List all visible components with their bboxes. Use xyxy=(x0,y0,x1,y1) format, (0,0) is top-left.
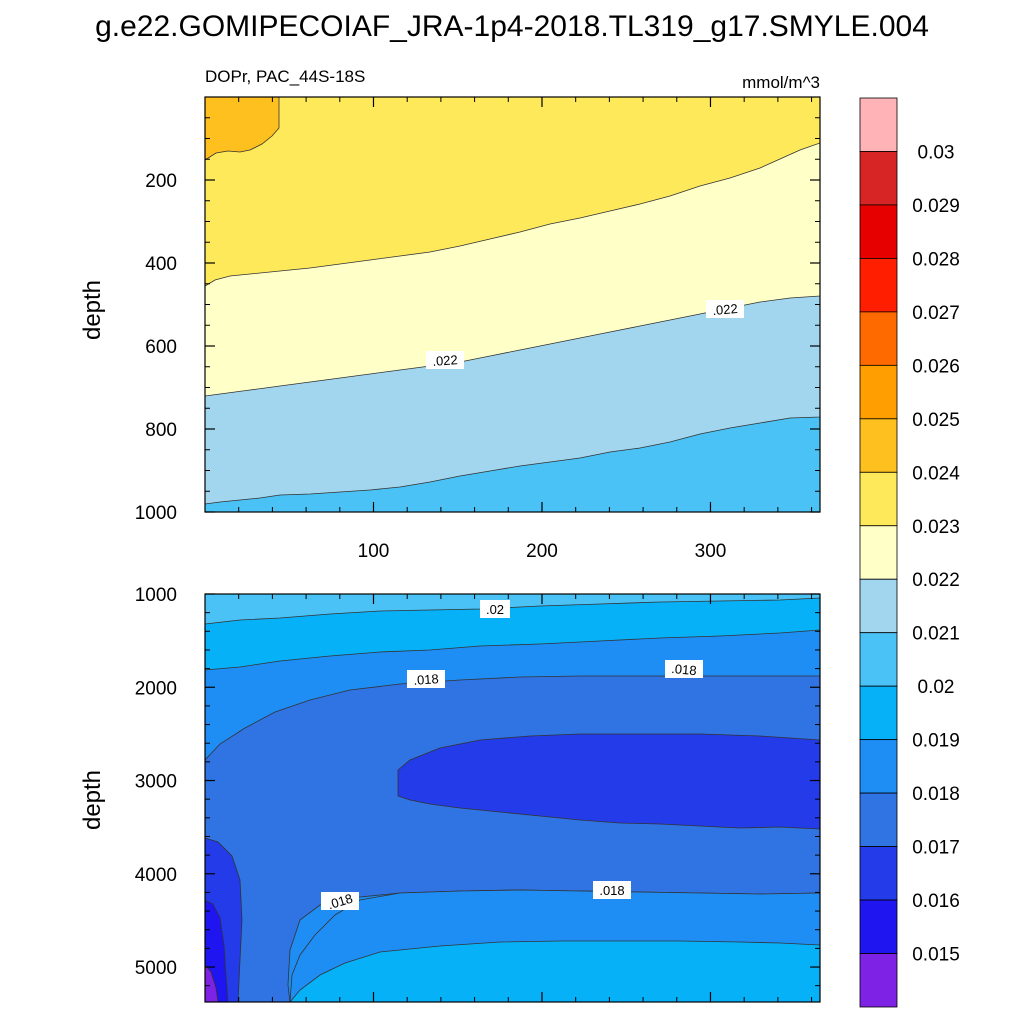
top-contour-label: .022 xyxy=(426,351,464,369)
colorbar-label: 0.025 xyxy=(912,410,960,431)
bottom-contour-label: .018 xyxy=(321,891,359,913)
colorbar-label: 0.026 xyxy=(912,356,960,377)
colorbar-label: 0.016 xyxy=(912,891,960,912)
colorbar-label: 0.03 xyxy=(918,142,955,163)
colorbar-swatch xyxy=(859,311,898,366)
top-panel-units: mmol/m^3 xyxy=(742,73,820,92)
top-band-0.023 xyxy=(205,97,820,287)
bottom-contour-label: .018 xyxy=(665,660,703,678)
svg-text:.018: .018 xyxy=(326,891,355,913)
colorbar-swatch xyxy=(859,151,898,206)
svg-text:.022: .022 xyxy=(432,352,458,369)
colorbar-swatch xyxy=(859,97,898,152)
bottom-contour-label: .018 xyxy=(593,881,631,899)
top-x-axis: 100 200 300 xyxy=(238,97,813,562)
colorbar-label: 0.027 xyxy=(912,303,960,324)
top-y-tick-label: 400 xyxy=(145,254,177,275)
colorbar-swatch xyxy=(859,632,898,687)
colorbar-swatch xyxy=(859,739,898,794)
colorbar: 0.03 0.029 0.028 0.027 0.026 0.025 0.024 0.023 0… xyxy=(859,97,960,1008)
bottom-contour-label: .02 xyxy=(480,600,510,618)
colorbar-label: 0.028 xyxy=(912,249,960,270)
bottom-y-tick-label: 2000 xyxy=(135,678,177,699)
colorbar-swatch xyxy=(859,685,898,741)
colorbar-label: 0.018 xyxy=(912,784,960,805)
top-x-tick-label: 100 xyxy=(358,541,390,562)
colorbar-swatch xyxy=(859,899,898,954)
top-y-tick-label: 200 xyxy=(145,171,177,192)
colorbar-label: 0.021 xyxy=(912,624,960,645)
svg-text:.018: .018 xyxy=(413,671,439,688)
svg-text:.02: .02 xyxy=(486,602,504,617)
colorbar-swatch xyxy=(859,471,898,527)
svg-text:.018: .018 xyxy=(599,883,624,898)
colorbar-swatch xyxy=(859,258,898,313)
colorbar-swatch xyxy=(859,953,898,1008)
figure-title: g.e22.GOMIPECOIAF_JRA-1p4-2018.TL319_g17… xyxy=(95,10,929,43)
bottom-x-axis xyxy=(238,594,813,1002)
colorbar-swatch xyxy=(859,792,898,847)
top-band-0.024 xyxy=(205,97,280,161)
bottom-y-tick-label: 4000 xyxy=(135,865,177,886)
colorbar-swatch xyxy=(859,364,898,420)
colorbar-label: 0.017 xyxy=(912,838,960,859)
bottom-deep-band-0.019 xyxy=(289,940,820,1002)
top-x-tick-label: 200 xyxy=(526,541,558,562)
top-contour-label: .022 xyxy=(706,300,744,318)
top-y-axis: 200 400 600 800 1000 xyxy=(135,117,820,524)
colorbar-swatch xyxy=(859,418,898,473)
bottom-y-tick-label: 5000 xyxy=(135,958,177,979)
top-y-tick-label: 1000 xyxy=(135,503,177,524)
colorbar-label: 0.02 xyxy=(918,677,955,698)
bottom-band-below-0.015 xyxy=(205,964,219,1002)
top-contour-fills xyxy=(205,97,820,512)
colorbar-swatch xyxy=(859,846,898,901)
top-panel-title: DOPr, PAC_44S-18S xyxy=(205,67,365,86)
bottom-contour-fills xyxy=(205,594,820,1002)
top-y-tick-label: 600 xyxy=(145,337,177,358)
colorbar-label: 0.019 xyxy=(912,731,960,752)
bottom-y-tick-label: 1000 xyxy=(135,585,177,606)
bottom-band-0.016-right xyxy=(397,733,820,830)
bottom-y-tick-label: 3000 xyxy=(135,772,177,793)
colorbar-label: 0.029 xyxy=(912,196,960,217)
svg-text:.022: .022 xyxy=(712,301,739,318)
colorbar-swatch xyxy=(859,204,898,259)
top-y-tick-label: 800 xyxy=(145,420,177,441)
bottom-contour-label: .018 xyxy=(407,670,445,688)
colorbar-swatch xyxy=(859,525,898,580)
bottom-y-axis-label: depth xyxy=(79,770,106,830)
colorbar-label: 0.015 xyxy=(912,945,960,966)
bottom-y-axis: 1000 2000 3000 4000 5000 xyxy=(135,585,820,987)
colorbar-label: 0.024 xyxy=(912,463,960,484)
top-x-tick-label: 300 xyxy=(695,541,727,562)
bottom-plot-frame xyxy=(204,593,821,1003)
svg-text:.018: .018 xyxy=(671,661,698,678)
colorbar-label: 0.023 xyxy=(912,517,960,538)
top-y-axis-label: depth xyxy=(79,280,106,340)
colorbar-swatch xyxy=(859,578,898,634)
colorbar-label: 0.022 xyxy=(912,570,960,591)
